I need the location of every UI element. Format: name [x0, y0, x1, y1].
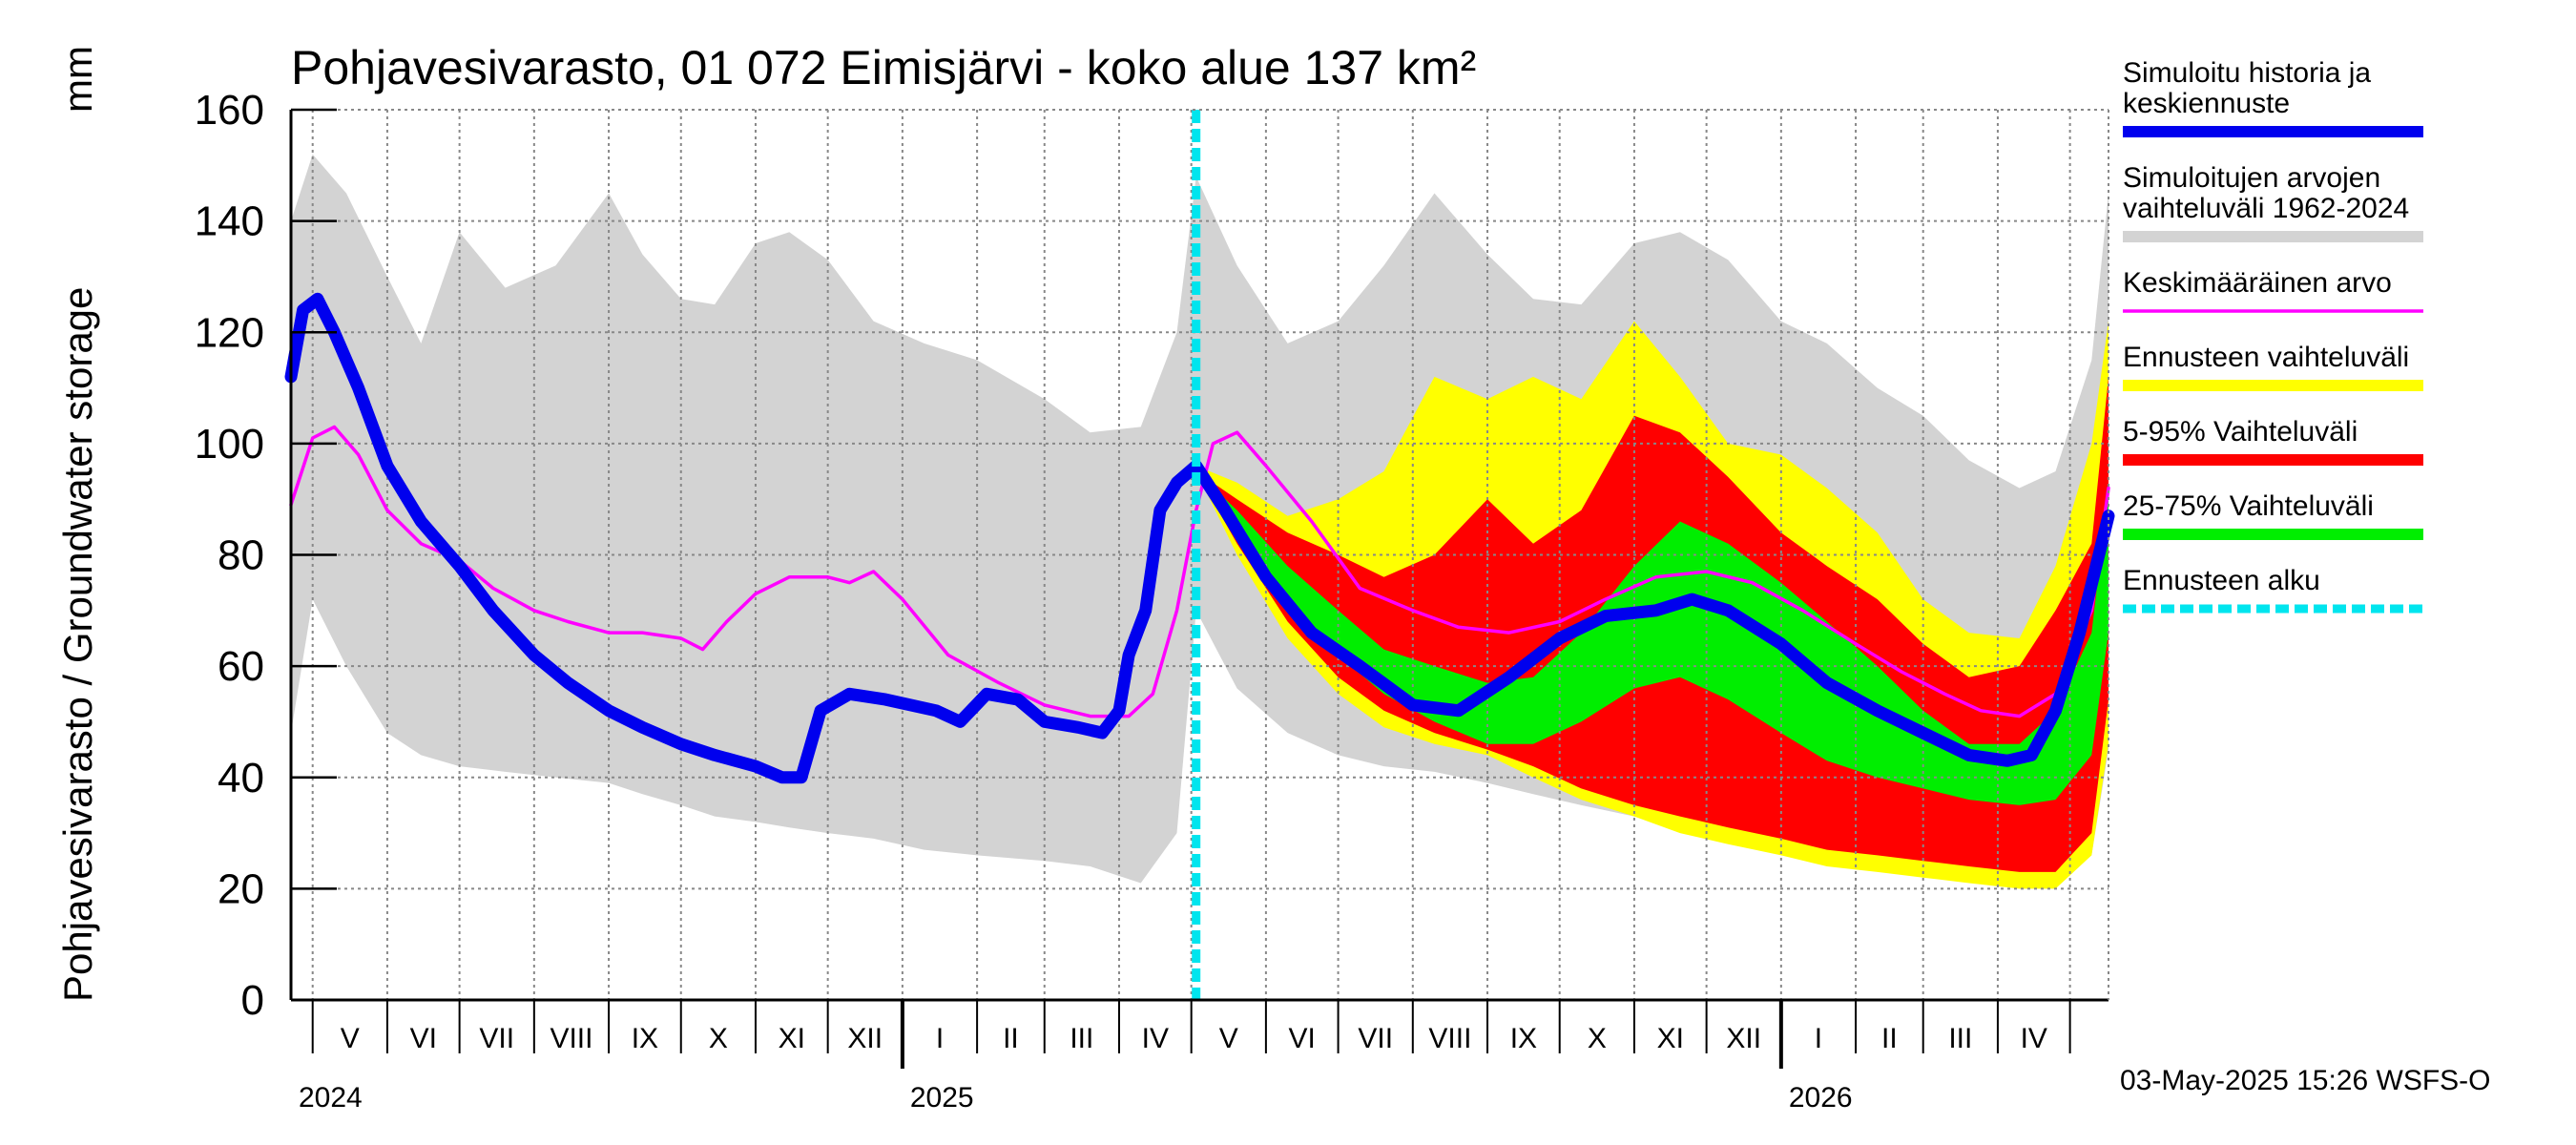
timestamp: 03-May-2025 15:26 WSFS-O	[2120, 1065, 2491, 1096]
y-tick-label: 0	[241, 977, 264, 1024]
plot-area	[284, 110, 2115, 1000]
year-label: 2025	[910, 1082, 974, 1114]
month-label: III	[1070, 1023, 1093, 1054]
y-axis-label-group: Pohjavesivarasto / Groundwater storage m…	[55, 46, 100, 1002]
month-label: IV	[1142, 1023, 1169, 1054]
month-label: VIII	[1428, 1023, 1471, 1054]
year-label: 2026	[1789, 1082, 1853, 1114]
chart-title: Pohjavesivarasto, 01 072 Eimisjärvi - ko…	[291, 41, 1476, 94]
month-label: IX	[632, 1023, 658, 1054]
month-label: V	[1219, 1023, 1238, 1054]
legend-label: Ennusteen alku	[2123, 565, 2320, 596]
legend-label: Simuloitu historia ja keskiennuste	[2123, 57, 2371, 119]
year-label: 2024	[299, 1082, 363, 1114]
legend-label: 25-75% Vaihteluväli	[2123, 490, 2374, 522]
y-tick-label: 60	[218, 643, 264, 690]
month-label: I	[936, 1023, 944, 1054]
month-label: XII	[1726, 1023, 1761, 1054]
month-label: XI	[779, 1023, 805, 1054]
month-label: X	[709, 1023, 728, 1054]
legend-label: Simuloitujen arvojen vaihteluväli 1962-20…	[2123, 162, 2409, 224]
y-tick-label: 20	[218, 865, 264, 912]
month-label: V	[341, 1023, 360, 1054]
y-tick-label: 120	[195, 309, 264, 356]
month-label: XII	[847, 1023, 883, 1054]
legend-label: Keskimääräinen arvo	[2123, 267, 2392, 299]
line-simuloitu-historia-ja-keskiennuste	[284, 292, 2115, 784]
month-label: VII	[479, 1023, 514, 1054]
month-label: II	[1881, 1023, 1898, 1054]
month-label: VIII	[550, 1023, 592, 1054]
month-label: IX	[1510, 1023, 1537, 1054]
month-label: II	[1003, 1023, 1019, 1054]
month-label: X	[1588, 1023, 1607, 1054]
y-tick-label: 40	[218, 755, 264, 802]
month-label: IV	[2021, 1023, 2047, 1054]
month-label: VI	[410, 1023, 437, 1054]
legend-label: Ennusteen vaihteluväli	[2123, 342, 2409, 373]
band-25-75-vaihteluv-li	[1195, 471, 2109, 805]
month-label: XI	[1657, 1023, 1684, 1054]
y-tick-label: 80	[218, 532, 264, 579]
month-label: III	[1948, 1023, 1972, 1054]
month-label: I	[1815, 1023, 1822, 1054]
y-axis-unit: mm	[55, 46, 100, 113]
legend: Simuloitu historia ja keskiennuste Simuloi…	[2123, 57, 2423, 614]
legend-label: 5-95% Vaihteluväli	[2123, 416, 2358, 448]
y-axis-label: Pohjavesivarasto / Groundwater storage	[55, 287, 100, 1002]
y-tick-label: 100	[195, 421, 264, 468]
y-tick-label: 140	[195, 198, 264, 245]
month-label: VII	[1358, 1023, 1393, 1054]
month-label: VI	[1289, 1023, 1316, 1054]
line-keskim-r-inen-arvo	[289, 425, 2110, 718]
y-tick-label: 160	[195, 87, 264, 134]
